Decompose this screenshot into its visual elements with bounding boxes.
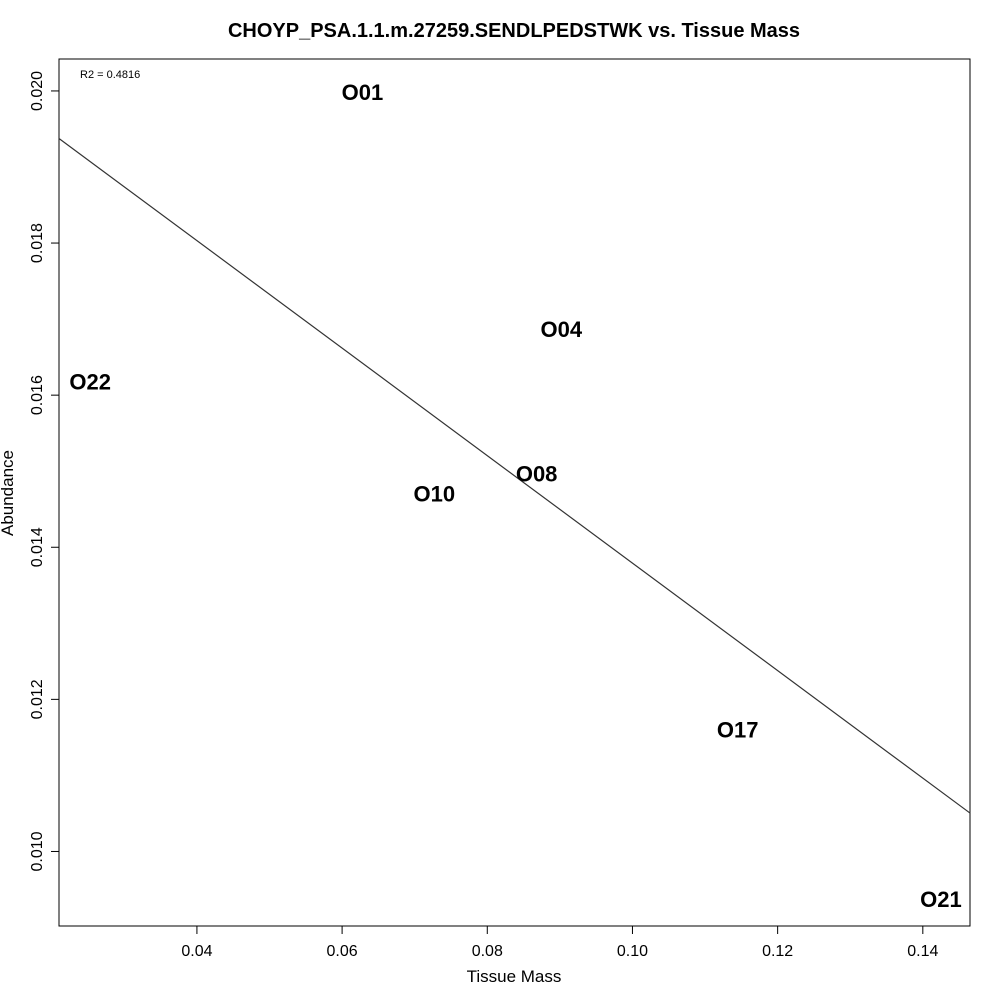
y-tick-label: 0.012 — [29, 679, 46, 719]
point-label-o10: O10 — [413, 482, 455, 507]
r2-annotation: R2 = 0.4816 — [80, 69, 140, 81]
point-label-o21: O21 — [920, 887, 962, 912]
point-label-o22: O22 — [69, 370, 111, 395]
x-tick-label: 0.10 — [617, 943, 648, 960]
plot-frame — [58, 58, 971, 927]
point-label-o04: O04 — [541, 317, 583, 342]
y-tick-label: 0.018 — [29, 223, 46, 263]
y-axis-ticks: 0.010 0.012 0.014 0.016 0.018 0.020 — [29, 71, 59, 871]
x-tick-label: 0.04 — [181, 943, 212, 960]
x-tick-label: 0.12 — [762, 943, 793, 960]
y-tick-label: 0.010 — [29, 831, 46, 871]
x-axis-label: Tissue Mass — [467, 967, 562, 986]
point-label-o01: O01 — [342, 80, 384, 105]
point-labels-group: O01 O04 O22 O08 O10 O17 O21 — [69, 80, 961, 912]
y-axis-label: Abundance — [0, 450, 17, 536]
x-axis-ticks: 0.04 0.06 0.08 0.10 0.12 0.14 — [181, 926, 938, 960]
y-tick-label: 0.016 — [29, 375, 46, 415]
x-tick-label: 0.14 — [907, 943, 938, 960]
x-tick-label: 0.06 — [327, 943, 358, 960]
point-label-o17: O17 — [717, 717, 759, 742]
x-tick-label: 0.08 — [472, 943, 503, 960]
regression-line-group — [58, 137, 971, 814]
point-label-o08: O08 — [516, 462, 558, 487]
y-tick-label: 0.020 — [29, 71, 46, 111]
y-tick-label: 0.014 — [29, 527, 46, 567]
chart-title: CHOYP_PSA.1.1.m.27259.SENDLPEDSTWK vs. T… — [228, 20, 800, 42]
regression-line — [58, 137, 971, 814]
